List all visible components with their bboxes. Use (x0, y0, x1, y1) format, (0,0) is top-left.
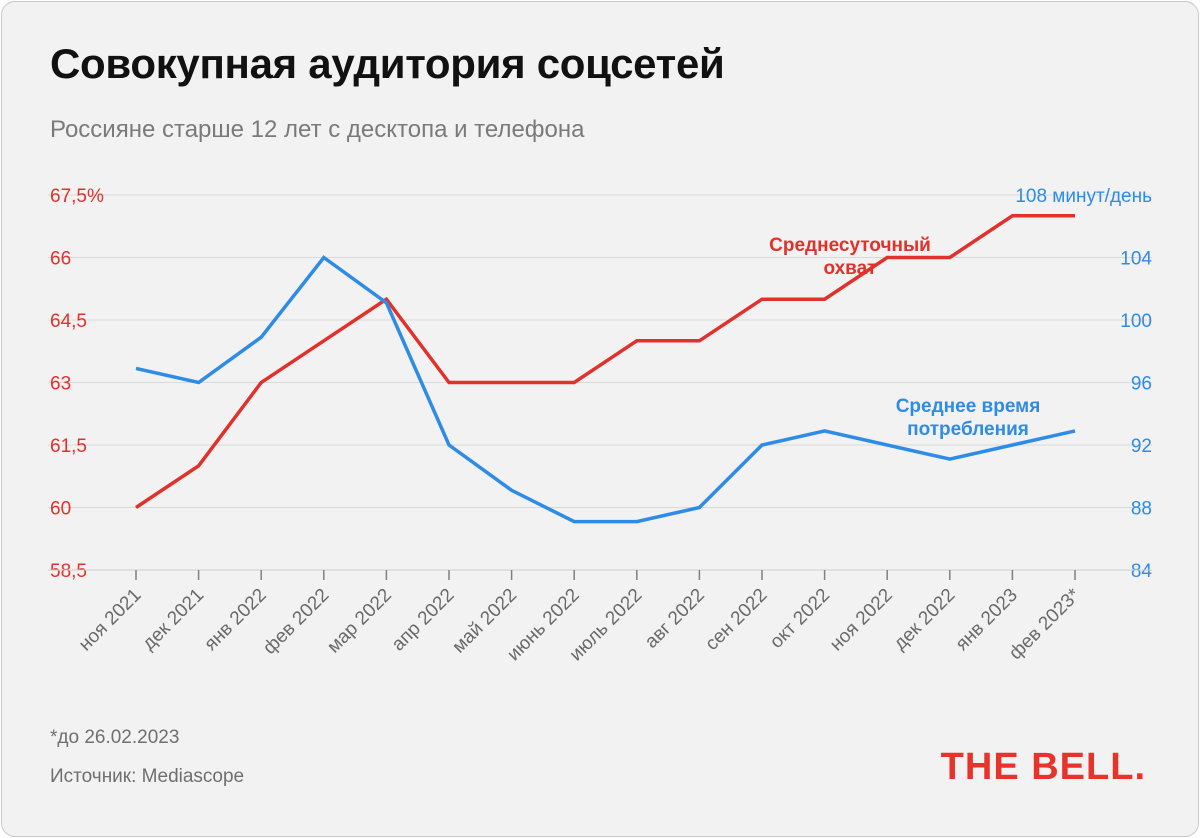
left-tick-label: 67,5% (50, 186, 104, 207)
x-tick-label: сен 2022 (701, 585, 771, 655)
series-line-time (135, 255, 1076, 524)
left-tick-label: 60 (50, 499, 71, 520)
right-tick-label: 92 (1131, 436, 1152, 457)
source-note: Источник: Mediascope (50, 766, 245, 787)
left-tick-label: 66 (50, 249, 71, 270)
x-tick-label: фев 2022 (259, 585, 333, 659)
right-tick-label: 88 (1131, 499, 1152, 520)
series-label: охват (823, 258, 876, 279)
chart-subtitle: Россияне старше 12 лет с десктопа и теле… (50, 116, 585, 143)
left-tick-label: 58,5 (50, 561, 87, 582)
x-tick-label: апр 2022 (388, 585, 459, 656)
x-tick-label: авг 2022 (641, 585, 709, 653)
series-label: потребления (907, 419, 1029, 440)
x-tick-label: дек 2021 (138, 585, 208, 655)
series-label: Среднее время (896, 396, 1041, 417)
right-tick-label: 96 (1131, 374, 1152, 395)
x-tick-label: дек 2022 (890, 585, 960, 655)
x-tick-label: окт 2022 (766, 585, 834, 653)
right-tick-label: 100 (1120, 311, 1152, 332)
footnote: *до 26.02.2023 (50, 727, 180, 748)
right-tick-label: 104 (1120, 249, 1152, 270)
left-tick-label: 61,5 (50, 436, 87, 457)
x-tick-label: ноя 2022 (826, 585, 897, 656)
the-bell-logo: THE BELL. (940, 746, 1146, 788)
series-label: Среднесуточный (769, 235, 931, 256)
x-tick-label: мар 2022 (323, 585, 396, 658)
right-tick-label: 84 (1131, 561, 1153, 582)
chart-title: Совокупная аудитория соцсетей (50, 40, 725, 87)
series-line-reach (135, 214, 1075, 509)
right-tick-label: 108 минут/день (1015, 186, 1152, 207)
left-tick-label: 63 (50, 374, 71, 395)
x-tick-label: ноя 2021 (75, 585, 146, 656)
left-tick-label: 64,5 (50, 311, 87, 332)
